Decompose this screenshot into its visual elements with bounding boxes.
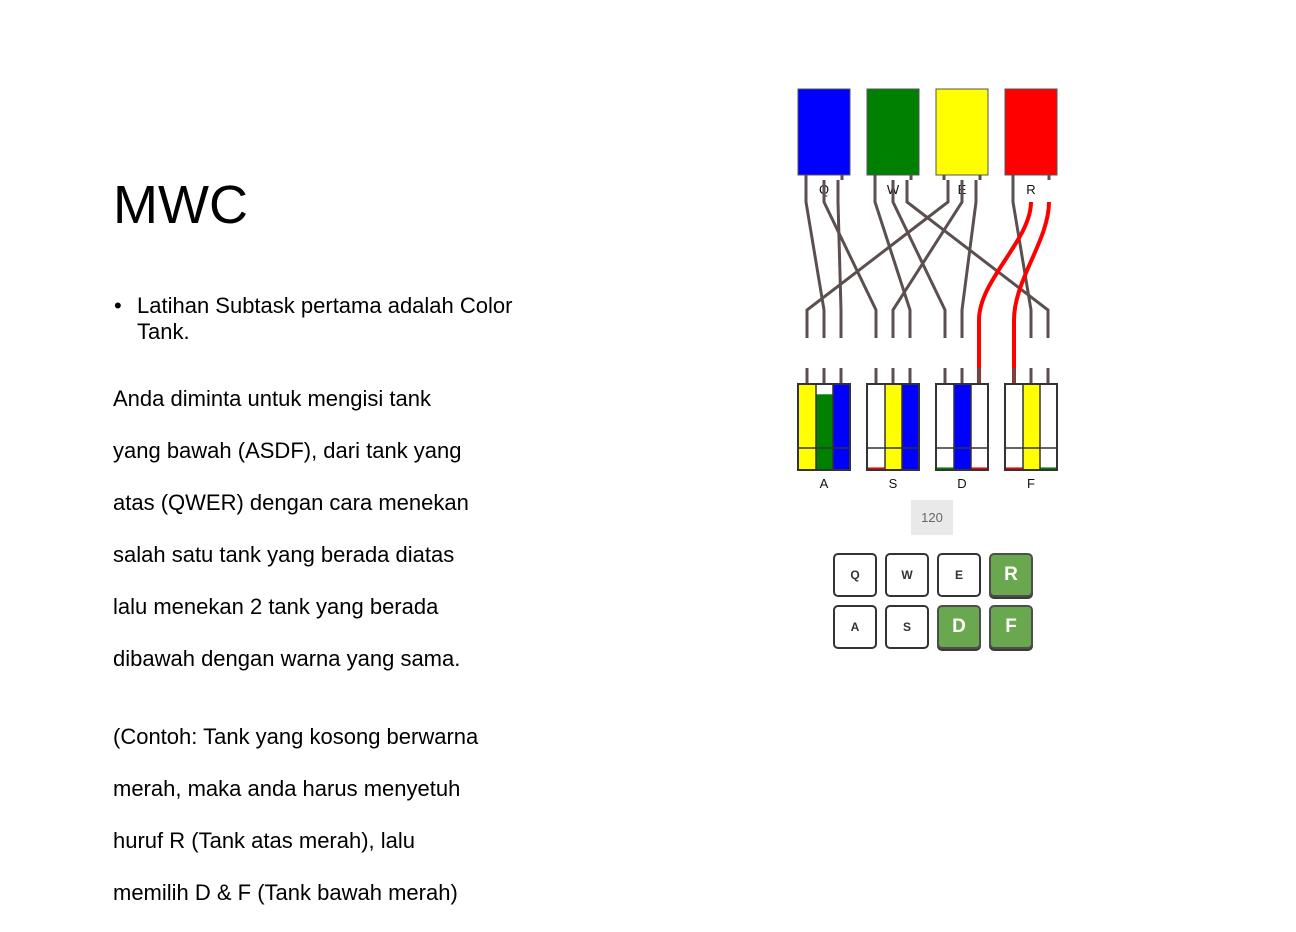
timer: 120 xyxy=(911,500,953,535)
instructions: Anda diminta untuk mengisi tank yang baw… xyxy=(113,360,533,932)
instruction-line: atas (QWER) dengan cara menekan xyxy=(113,490,469,515)
bottom-tank-label: S xyxy=(889,476,898,491)
tank-fill xyxy=(816,394,833,470)
tank-fill xyxy=(937,467,954,470)
tank-fill xyxy=(1006,467,1023,470)
bottom-tank-a[interactable] xyxy=(797,383,851,471)
pipe xyxy=(1011,180,1033,338)
pipe xyxy=(805,180,950,338)
tank-fill xyxy=(868,467,885,470)
top-tank-q[interactable] xyxy=(797,88,851,176)
bottom-tank-d[interactable] xyxy=(935,383,989,471)
tank-fill xyxy=(971,467,988,470)
pipe xyxy=(905,180,1050,338)
slide-title: MWC xyxy=(113,175,248,235)
tank-fill xyxy=(885,384,902,470)
active-pipe xyxy=(1012,201,1051,384)
instruction-line: dibawah dengan warna yang sama. xyxy=(113,646,461,671)
instruction-line: Anda diminta untuk mengisi tank xyxy=(113,386,431,411)
tank-fill xyxy=(833,384,850,470)
bottom-tank-f[interactable] xyxy=(1004,383,1058,471)
pipe xyxy=(891,180,964,338)
bullet-item: • Latihan Subtask pertama adalah Color T… xyxy=(114,293,514,345)
instruction-line: lalu menekan 2 tank yang berada xyxy=(113,594,439,619)
key-s[interactable]: S xyxy=(885,605,929,649)
tank-fill xyxy=(902,384,919,470)
bottom-tank-label: A xyxy=(820,476,829,491)
key-d[interactable]: D xyxy=(937,605,981,649)
pipe xyxy=(822,180,878,338)
example-line: (Contoh: Tank yang kosong berwarna xyxy=(113,724,479,749)
bottom-tank-label: D xyxy=(957,476,966,491)
key-q[interactable]: Q xyxy=(833,553,877,597)
example-line: merah, maka anda harus menyetuh xyxy=(113,776,461,801)
key-w[interactable]: W xyxy=(885,553,929,597)
key-e[interactable]: E xyxy=(937,553,981,597)
tank-fill xyxy=(799,384,816,470)
instruction-line: yang bawah (ASDF), dari tank yang xyxy=(113,438,462,463)
top-tank-w[interactable] xyxy=(866,88,920,176)
instruction-line: salah satu tank yang berada diatas xyxy=(113,542,455,567)
tank-fill xyxy=(1023,384,1040,470)
pipe xyxy=(836,180,843,338)
pipe xyxy=(873,180,912,338)
top-tank-label: R xyxy=(1026,182,1035,197)
example-line: memilih D & F (Tank bawah merah) xyxy=(113,880,458,905)
pipe xyxy=(891,180,947,338)
tank-fill xyxy=(1040,467,1057,470)
key-r[interactable]: R xyxy=(989,553,1033,597)
pipe xyxy=(804,180,826,338)
bottom-tank-label: F xyxy=(1027,476,1035,491)
active-pipe xyxy=(977,201,1033,384)
top-tank-e[interactable] xyxy=(935,88,989,176)
bottom-tank-s[interactable] xyxy=(866,383,920,471)
example-line: huruf R (Tank atas merah), lalu xyxy=(113,828,416,853)
tank-fill xyxy=(954,384,971,470)
key-a[interactable]: A xyxy=(833,605,877,649)
pipe xyxy=(960,180,978,338)
bullet-text: Latihan Subtask pertama adalah Color Tan… xyxy=(137,293,513,344)
key-f[interactable]: F xyxy=(989,605,1033,649)
bullet-dot-icon: • xyxy=(114,293,122,318)
top-tank-r[interactable] xyxy=(1004,88,1058,176)
